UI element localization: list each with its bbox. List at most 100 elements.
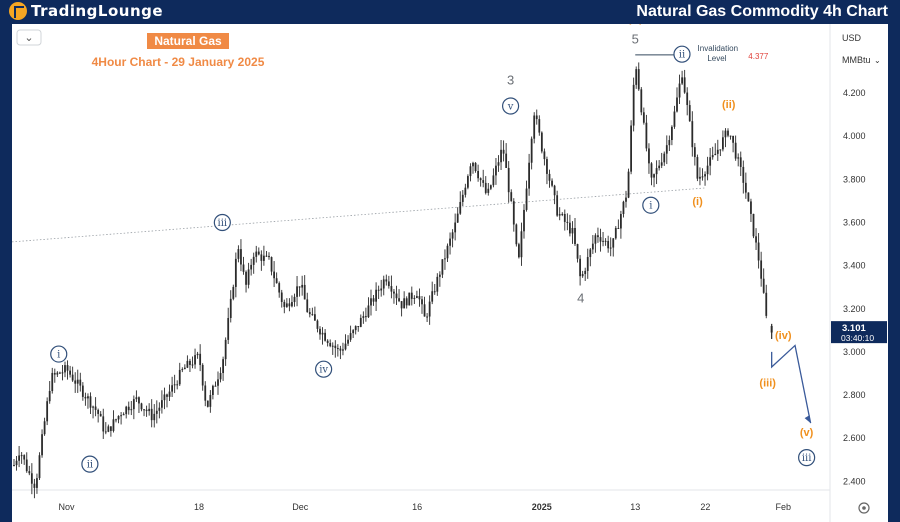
- candle-body: [658, 165, 661, 169]
- candle-body: [204, 385, 207, 401]
- candle-body: [296, 286, 298, 297]
- candle-body: [701, 176, 704, 178]
- candle-body: [240, 249, 242, 265]
- candle-body: [632, 84, 635, 126]
- candle-body: [370, 298, 372, 306]
- candle-body: [212, 385, 214, 395]
- candle-body: [171, 385, 173, 392]
- candle-body: [535, 115, 538, 120]
- candle-body: [395, 293, 398, 299]
- candle-body: [257, 251, 260, 255]
- candle-body: [234, 258, 237, 287]
- brand-logo: TradingLounge: [9, 2, 163, 20]
- candle-body: [630, 125, 632, 172]
- time-tick-label: 18: [194, 502, 204, 512]
- candle-body: [56, 372, 59, 375]
- candle-body: [217, 379, 219, 386]
- candle-body: [558, 214, 561, 216]
- wave-label: v: [507, 101, 514, 112]
- candle-body: [201, 364, 204, 386]
- chevron-down-icon: ⌄: [24, 32, 33, 44]
- wave-label: 5: [632, 31, 639, 46]
- candle-body: [89, 396, 92, 408]
- candle-body: [227, 317, 230, 340]
- wave-label-circle: [315, 360, 333, 378]
- candle-body: [13, 465, 15, 467]
- candle-body: [79, 379, 82, 386]
- candle-body: [387, 281, 390, 287]
- candle-body: [617, 228, 620, 230]
- candle-body: [104, 431, 107, 433]
- candle-body: [650, 163, 653, 178]
- candle-body: [528, 162, 530, 189]
- candle-body: [413, 297, 416, 299]
- candle-body: [342, 349, 344, 351]
- candle-body: [520, 231, 523, 258]
- price-chart[interactable]: InvalidationLevel4.377iiiiiiivv345(C)iii…: [12, 24, 888, 522]
- candle-body: [125, 406, 128, 415]
- candle-body: [479, 178, 482, 181]
- candle-body: [84, 396, 87, 399]
- candle-body: [530, 138, 533, 163]
- candle-body: [206, 400, 209, 407]
- wave-label-circle: [213, 213, 231, 232]
- wave-label: (ii): [722, 99, 736, 111]
- candle-body: [586, 257, 589, 271]
- candle-body: [181, 369, 184, 371]
- candle-body: [410, 292, 413, 299]
- candle-body: [28, 471, 31, 474]
- candle-body: [579, 258, 581, 277]
- candle-body: [683, 77, 686, 93]
- wave-label: i: [649, 201, 652, 212]
- symbol-dropdown-button: [16, 29, 42, 46]
- candle-body: [770, 326, 773, 333]
- candle-body: [472, 162, 474, 167]
- candle-body: [209, 394, 212, 407]
- candle-body: [609, 247, 612, 249]
- candle-body: [533, 115, 536, 139]
- candle-body: [724, 130, 727, 138]
- candle-body: [53, 372, 56, 375]
- wave-label: (iv): [775, 330, 792, 342]
- candle-body: [122, 414, 125, 416]
- candle-body: [594, 235, 597, 244]
- candle-body: [428, 301, 431, 317]
- candle-body: [655, 168, 658, 175]
- candle-body: [196, 353, 199, 356]
- candle-body: [757, 242, 760, 261]
- chart-subtitle: 4Hour Chart - 29 January 2025: [92, 55, 265, 69]
- wave-label: (C): [628, 24, 644, 25]
- wave-label: ii: [87, 460, 93, 471]
- candle-body: [678, 83, 681, 98]
- chevron-down-icon: ⌄: [874, 56, 881, 65]
- candle-body: [673, 111, 676, 127]
- candle-body: [418, 296, 421, 300]
- candle-body: [155, 410, 158, 414]
- candle-body: [584, 270, 587, 275]
- candle-body: [132, 399, 135, 410]
- candle-body: [344, 343, 347, 350]
- candle-body: [393, 291, 395, 294]
- candle-body: [752, 213, 755, 237]
- candle-body: [714, 153, 717, 156]
- candle-body: [540, 132, 543, 152]
- candle-body: [454, 222, 457, 233]
- candle-body: [222, 359, 224, 374]
- candle-body: [229, 298, 232, 318]
- candle-body: [336, 348, 339, 350]
- candle-body: [99, 413, 102, 417]
- candle-body: [489, 185, 492, 189]
- candle-body: [416, 296, 418, 298]
- candle-body: [727, 130, 729, 136]
- candle-body: [742, 166, 745, 183]
- candle-body: [612, 238, 615, 248]
- candle-body: [566, 221, 569, 223]
- candle-body: [130, 409, 133, 411]
- chart-background: [12, 24, 888, 522]
- wave-label: iii: [218, 218, 228, 229]
- time-tick-label: Dec: [292, 502, 309, 512]
- candle-body: [237, 249, 240, 259]
- price-tick-label: 3.800: [843, 174, 866, 184]
- candle-body: [563, 213, 566, 222]
